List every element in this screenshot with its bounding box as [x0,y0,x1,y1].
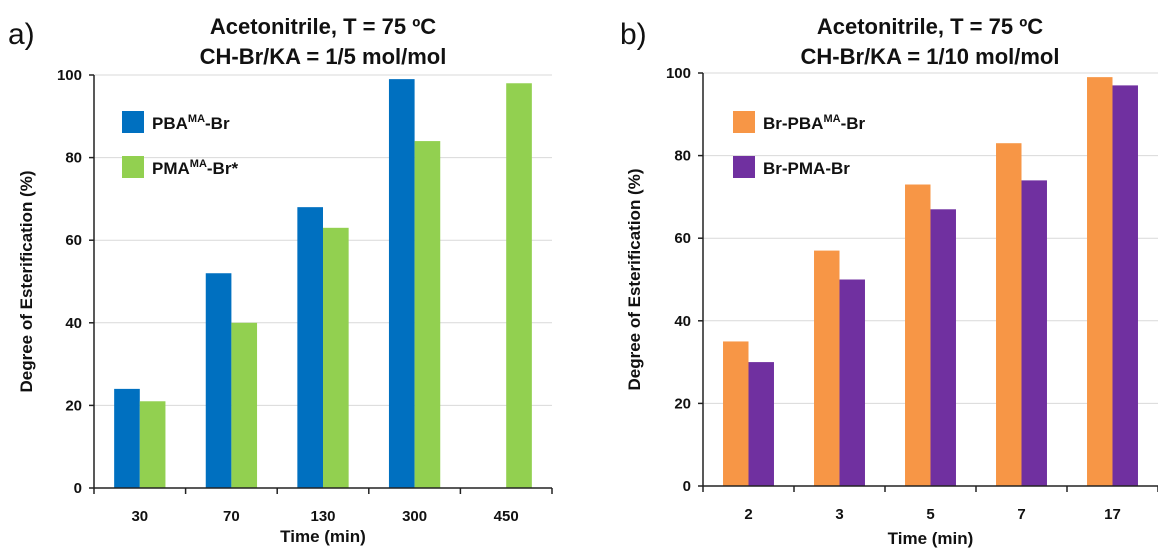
x-axis-title: Time (min) [280,527,366,546]
x-tick-label: 17 [1104,506,1121,523]
legend-label: PMAMA-Br* [152,158,238,178]
panel-label: a) [8,18,35,51]
bar [388,79,415,488]
y-tick-label: 20 [65,397,82,414]
y-tick-label: 60 [65,232,82,249]
y-tick-label: 80 [65,150,82,167]
y-tick-label: 100 [666,65,691,82]
chart-panel-a: a) Acetonitrile, T = 75 ºC CH-Br/KA = 1/5 … [8,14,553,546]
bar [723,341,749,486]
bar [139,401,166,488]
bar [1087,77,1113,486]
x-tick-label: 450 [494,508,519,525]
bar [930,209,956,487]
y-tick-label: 100 [57,67,82,84]
legend-label: Br-PMA-Br [763,159,850,178]
bar [231,322,258,488]
x-axis-title: Time (min) [888,529,974,548]
x-tick-label: 70 [223,508,240,525]
y-tick-label: 60 [674,230,691,247]
bar [414,141,441,488]
legend-label: Br-PBAMA-Br [763,113,866,133]
bar [748,362,774,486]
bar [905,184,931,486]
x-tick-label: 130 [310,508,335,525]
legend-swatch [733,156,755,178]
chart-title-line: Acetonitrile, T = 75 ºC [210,14,436,39]
bar [205,273,232,488]
x-tick-label: 7 [1017,506,1025,523]
legend-swatch [122,156,144,178]
legend-label: PBAMA-Br [152,113,230,133]
y-axis-title: Degree of Esterification (%) [625,169,644,391]
y-tick-label: 20 [674,395,691,412]
x-tick-label: 2 [744,506,752,523]
y-tick-label: 40 [674,313,691,330]
bar [297,207,323,488]
bar [323,227,349,488]
legend-swatch [733,111,755,133]
bar [506,83,532,488]
panel-label: b) [620,18,647,51]
x-tick-label: 300 [402,508,427,525]
bar [1021,180,1047,486]
bar [1112,85,1138,486]
bar [839,279,865,486]
bar [114,388,140,488]
y-tick-label: 0 [74,480,82,497]
bar [996,143,1022,486]
chart-title-line: CH-Br/KA = 1/10 mol/mol [801,44,1060,69]
x-tick-label: 30 [131,508,148,525]
chart-title-line: Acetonitrile, T = 75 ºC [817,14,1043,39]
chart-title-line: CH-Br/KA = 1/5 mol/mol [200,44,447,69]
bar [814,250,840,486]
y-tick-label: 80 [674,148,691,165]
y-tick-label: 40 [65,315,82,332]
legend-swatch [122,111,144,133]
x-tick-label: 5 [926,506,934,523]
y-tick-label: 0 [683,478,691,495]
x-tick-label: 3 [835,506,843,523]
y-axis-title: Degree of Esterification (%) [17,171,36,393]
chart-panel-b: b) Acetonitrile, T = 75 ºC CH-Br/KA = 1/10… [620,14,1158,548]
